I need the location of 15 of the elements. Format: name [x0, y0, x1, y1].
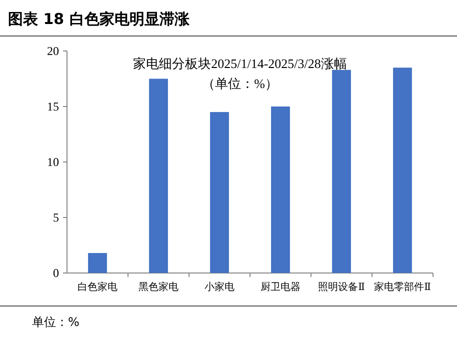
x-tick-label: 厨卫电器: [260, 281, 300, 293]
annotation: （单位：%）: [202, 76, 278, 91]
y-tick-label: 5: [53, 210, 59, 224]
x-tick-label: 黑色家电: [138, 281, 178, 293]
chart-title: 图表 18 白色家电明显滞涨: [8, 10, 190, 28]
x-tick-label: 白色家电: [78, 281, 118, 293]
y-tick-label: 15: [47, 100, 59, 114]
chart-subtitle: 家电细分板块2025/1/14-2025/3/28涨幅: [133, 56, 347, 71]
y-tick-label: 0: [53, 266, 59, 280]
y-tick-label: 20: [47, 44, 59, 58]
x-tick-label: 照明设备Ⅱ: [318, 281, 366, 293]
x-tick-label: 小家电: [204, 281, 234, 293]
y-tick-label: 10: [47, 155, 59, 169]
x-tick-label: 家电零部件Ⅱ: [374, 281, 432, 293]
text: 单位：%: [32, 315, 80, 329]
